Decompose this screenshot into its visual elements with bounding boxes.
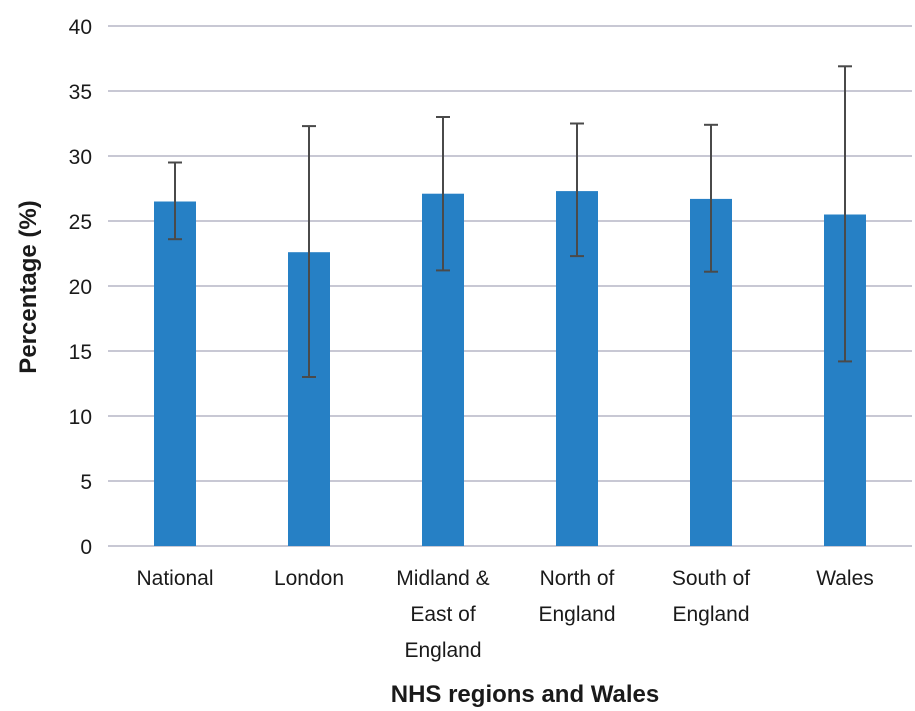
x-axis-ticks: National London Midland & East of England Nor…	[136, 567, 873, 662]
y-tick-label: 20	[69, 276, 92, 299]
x-tick-label: London	[274, 567, 344, 590]
y-tick-label: 15	[69, 341, 92, 364]
y-tick-label: 0	[80, 536, 92, 559]
y-axis-title: Percentage (%)	[15, 200, 42, 373]
error-bar-3	[570, 122, 584, 258]
error-bar-4	[704, 123, 718, 273]
x-tick-label: England	[672, 603, 749, 626]
error-bar-1	[302, 125, 316, 378]
x-tick-label: England	[538, 603, 615, 626]
y-tick-label: 35	[69, 81, 92, 104]
x-tick-label: National	[136, 567, 213, 590]
bar-0	[154, 201, 196, 546]
y-tick-label: 40	[69, 16, 92, 39]
error-bars	[168, 65, 852, 378]
bars	[154, 191, 866, 546]
y-tick-label: 5	[80, 471, 92, 494]
x-tick-label: England	[404, 639, 481, 662]
gridlines	[108, 25, 912, 547]
y-tick-label: 30	[69, 146, 92, 169]
x-tick-label: East of	[410, 603, 476, 626]
x-tick-label: South of	[672, 567, 750, 590]
y-tick-label: 10	[69, 406, 92, 429]
y-tick-label: 25	[69, 211, 92, 234]
x-tick-label: Wales	[816, 567, 874, 590]
x-axis-title: NHS regions and Wales	[391, 681, 660, 708]
error-bar-2	[436, 116, 450, 272]
x-tick-label: Midland &	[396, 567, 489, 590]
error-bar-5	[838, 65, 852, 363]
error-bar-0	[168, 161, 182, 241]
x-tick-label: North of	[540, 567, 615, 590]
y-axis-ticks: 0 5 10 15 20 25 30 35 40	[69, 16, 92, 559]
